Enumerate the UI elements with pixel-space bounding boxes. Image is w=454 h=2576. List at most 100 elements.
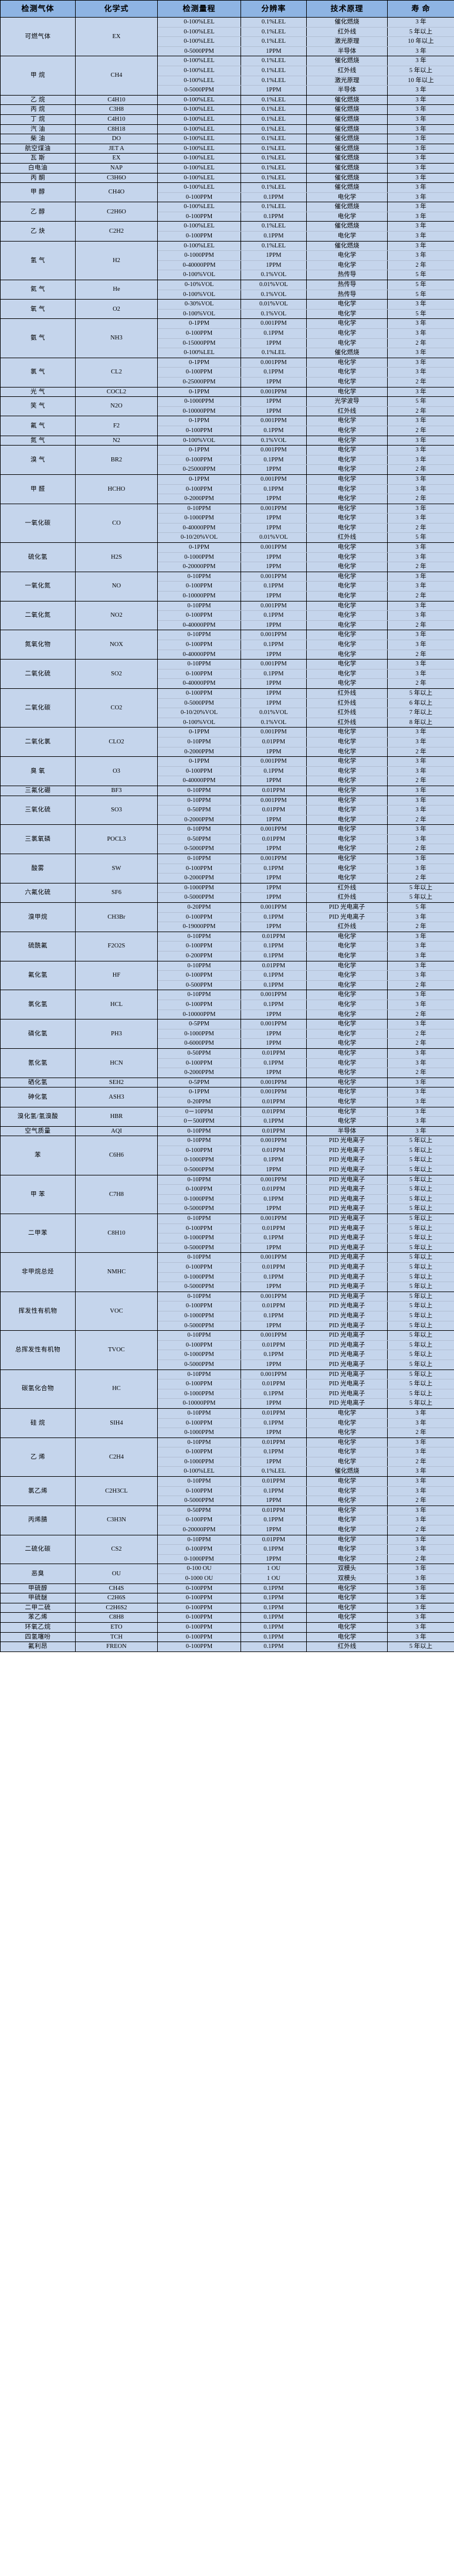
table-row: 0-1000PPM 1PPM 电化学 3 年: [1, 513, 454, 524]
lifespan-cell: 3 年: [387, 1515, 454, 1526]
table-row: 0-10000PPM 1PPM 红外线 2 年: [1, 406, 454, 417]
table-row: 0-100PPM 0.01PPM PID 光电离子 5 年以上: [1, 1301, 454, 1311]
technology-cell: 电化学: [306, 873, 388, 883]
table-row: 丙 烷 C3H8 0-100%LEL 0.1%LEL 催化燃烧 3 年: [0, 104, 454, 115]
table-row: 0-5000PPM 1PPM 半导体 3 年: [1, 46, 454, 57]
table-row: 氮氧化物 NOX 0-10PPM 0.001PPM 电化学 3 年: [0, 630, 454, 660]
table-row: 酸雾 SW 0-10PPM 0.001PPM 电化学 3 年: [0, 854, 454, 883]
range-cell: 0-10PPM: [157, 1136, 241, 1146]
lifespan-cell: 5 年以上: [387, 1330, 454, 1341]
table-row: 0-10PPM 0.01PPM 电化学 3 年: [1, 736, 454, 747]
resolution-cell: 0.001PPM: [240, 659, 307, 670]
table-row: 0-5000PPM 1PPM 红外线 6 年以上: [1, 698, 454, 709]
lifespan-cell: 5 年以上: [387, 1136, 454, 1146]
range-cell: 0-100%VOL: [157, 270, 241, 281]
range-cell: 0-50PPM: [157, 1505, 241, 1516]
lifespan-cell: 3 年: [387, 445, 454, 456]
range-cell: 0-10/20%VOL: [157, 532, 241, 543]
table-row: 0-1000PPM 1PPM 电化学 2 年: [1, 1428, 454, 1438]
range-cell: 0-10PPM: [157, 1408, 241, 1419]
lifespan-cell: 3 年: [387, 824, 454, 835]
technology-cell: 电化学: [306, 1408, 388, 1419]
table-row: 非甲烷总烃 NMHC 0-10PPM 0.001PPM PID 光电离子 5 年以上: [0, 1252, 454, 1292]
resolution-cell: 0.001PPM: [240, 824, 307, 835]
resolution-cell: 0.001PPM: [240, 503, 307, 514]
range-cell: 0-100%LEL: [157, 17, 241, 28]
range-cell: 0-50PPM: [157, 805, 241, 815]
table-row: 0-5000PPM 1PPM 电化学 2 年: [1, 844, 454, 855]
range-cell: 0-10PPM: [157, 503, 241, 514]
technology-cell: 催化燃烧: [306, 1466, 388, 1477]
gas-name-cell: 苯乙烯: [0, 1612, 76, 1623]
technology-cell: 电化学: [306, 1106, 388, 1117]
resolution-cell: 0.01PPM: [240, 1048, 307, 1059]
lifespan-cell: 2 年: [387, 980, 454, 991]
chemical-formula-cell: BF3: [75, 785, 158, 796]
gas-name-cell: 硫化氢: [0, 542, 76, 572]
technology-cell: 电化学: [306, 640, 388, 650]
lifespan-cell: 5 年以上: [387, 1282, 454, 1292]
range-cell: 0-100PPM: [157, 1145, 241, 1156]
range-cell: 0-19000PPM: [157, 922, 241, 932]
chemical-formula-cell: DO: [75, 134, 158, 144]
technology-cell: 热传导: [306, 280, 388, 290]
technology-cell: PID 光电离子: [306, 1379, 388, 1389]
technology-cell: 半导体: [306, 46, 388, 57]
gas-name-cell: 氯化氢: [0, 990, 76, 1020]
technology-cell: 电化学: [306, 1019, 388, 1029]
table-row: 0-40000PPM 1PPM 电化学 2 年: [1, 678, 454, 689]
range-cell: 0-10PPM: [157, 1330, 241, 1341]
lifespan-cell: 3 年: [387, 999, 454, 1010]
table-row: 二氧化硫 SO2 0-10PPM 0.001PPM 电化学 3 年: [0, 659, 454, 689]
resolution-cell: 0.1%LEL: [240, 240, 307, 252]
range-cell: 0-100%LEL: [157, 202, 241, 212]
lifespan-cell: 3 年: [387, 912, 454, 923]
gas-name-cell: 二硫化碳: [0, 1534, 76, 1565]
resolution-cell: 0.01PPM: [240, 931, 307, 942]
resolution-cell: 0.1PPM: [240, 1418, 307, 1429]
gas-name-cell: 砷化氢: [0, 1087, 76, 1107]
technology-cell: 电化学: [306, 795, 388, 806]
table-row: 白电油 NAP 0-100%LEL 0.1%LEL 催化燃烧 3 年: [0, 162, 454, 174]
technology-cell: 电化学: [306, 552, 388, 563]
range-cell: 0-100%LEL: [157, 221, 241, 232]
resolution-cell: 0.1PPM: [240, 1544, 307, 1555]
table-row: 氮 气 N2 0-100%VOL 0.1%VOL 电化学 3 年: [0, 435, 454, 446]
lifespan-cell: 3 年: [387, 571, 454, 582]
resolution-cell: 1PPM: [240, 678, 307, 689]
technology-cell: 电化学: [306, 766, 388, 777]
lifespan-cell: 5 年以上: [387, 1194, 454, 1205]
range-cell: 0-200PPM: [157, 951, 241, 961]
resolution-cell: 0.01PPM: [240, 1096, 307, 1107]
technology-cell: PID 光电离子: [306, 902, 388, 913]
resolution-cell: 0.1PPM: [240, 941, 307, 951]
gas-name-cell: 硫酰氟: [0, 931, 76, 961]
lifespan-cell: 5 年以上: [387, 882, 454, 893]
range-cell: 0-5000PPM: [157, 1359, 241, 1370]
resolution-cell: 0.1PPM: [240, 425, 307, 436]
range-cell: 0-10PPM: [157, 600, 241, 611]
range-cell: 0-2000PPM: [157, 814, 241, 825]
range-cell: 0-10000PPM: [157, 591, 241, 601]
resolution-cell: 0.001PPM: [240, 854, 307, 864]
technology-cell: 电化学: [306, 649, 388, 660]
resolution-cell: 1PPM: [240, 85, 307, 96]
technology-cell: 电化学: [306, 250, 388, 261]
technology-cell: 催化燃烧: [306, 124, 388, 135]
technology-cell: PID 光电离子: [306, 1242, 388, 1253]
lifespan-cell: 2 年: [387, 1525, 454, 1535]
table-row: 苯 C6H6 0-10PPM 0.001PPM PID 光电离子 5 年以上: [0, 1136, 454, 1175]
resolution-cell: 0.1PPM: [240, 1593, 307, 1603]
chemical-formula-cell: C2H2: [75, 221, 158, 242]
range-cell: 0-10PPM: [157, 1476, 241, 1487]
range-cell: 0-2000PPM: [157, 1068, 241, 1078]
chemical-formula-cell: OU: [75, 1564, 158, 1584]
gas-name-cell: 氮 气: [0, 435, 76, 446]
table-row: 硅 烷 SIH4 0-10PPM 0.01PPM 电化学 3 年: [0, 1408, 454, 1438]
resolution-cell: 0.001PPM: [240, 1019, 307, 1029]
range-cell: 0-2000PPM: [157, 873, 241, 883]
technology-cell: 电化学: [306, 562, 388, 572]
gas-name-cell: 二氧化氯: [0, 727, 76, 757]
lifespan-cell: 3 年: [387, 581, 454, 592]
lifespan-cell: 3 年: [387, 124, 454, 135]
